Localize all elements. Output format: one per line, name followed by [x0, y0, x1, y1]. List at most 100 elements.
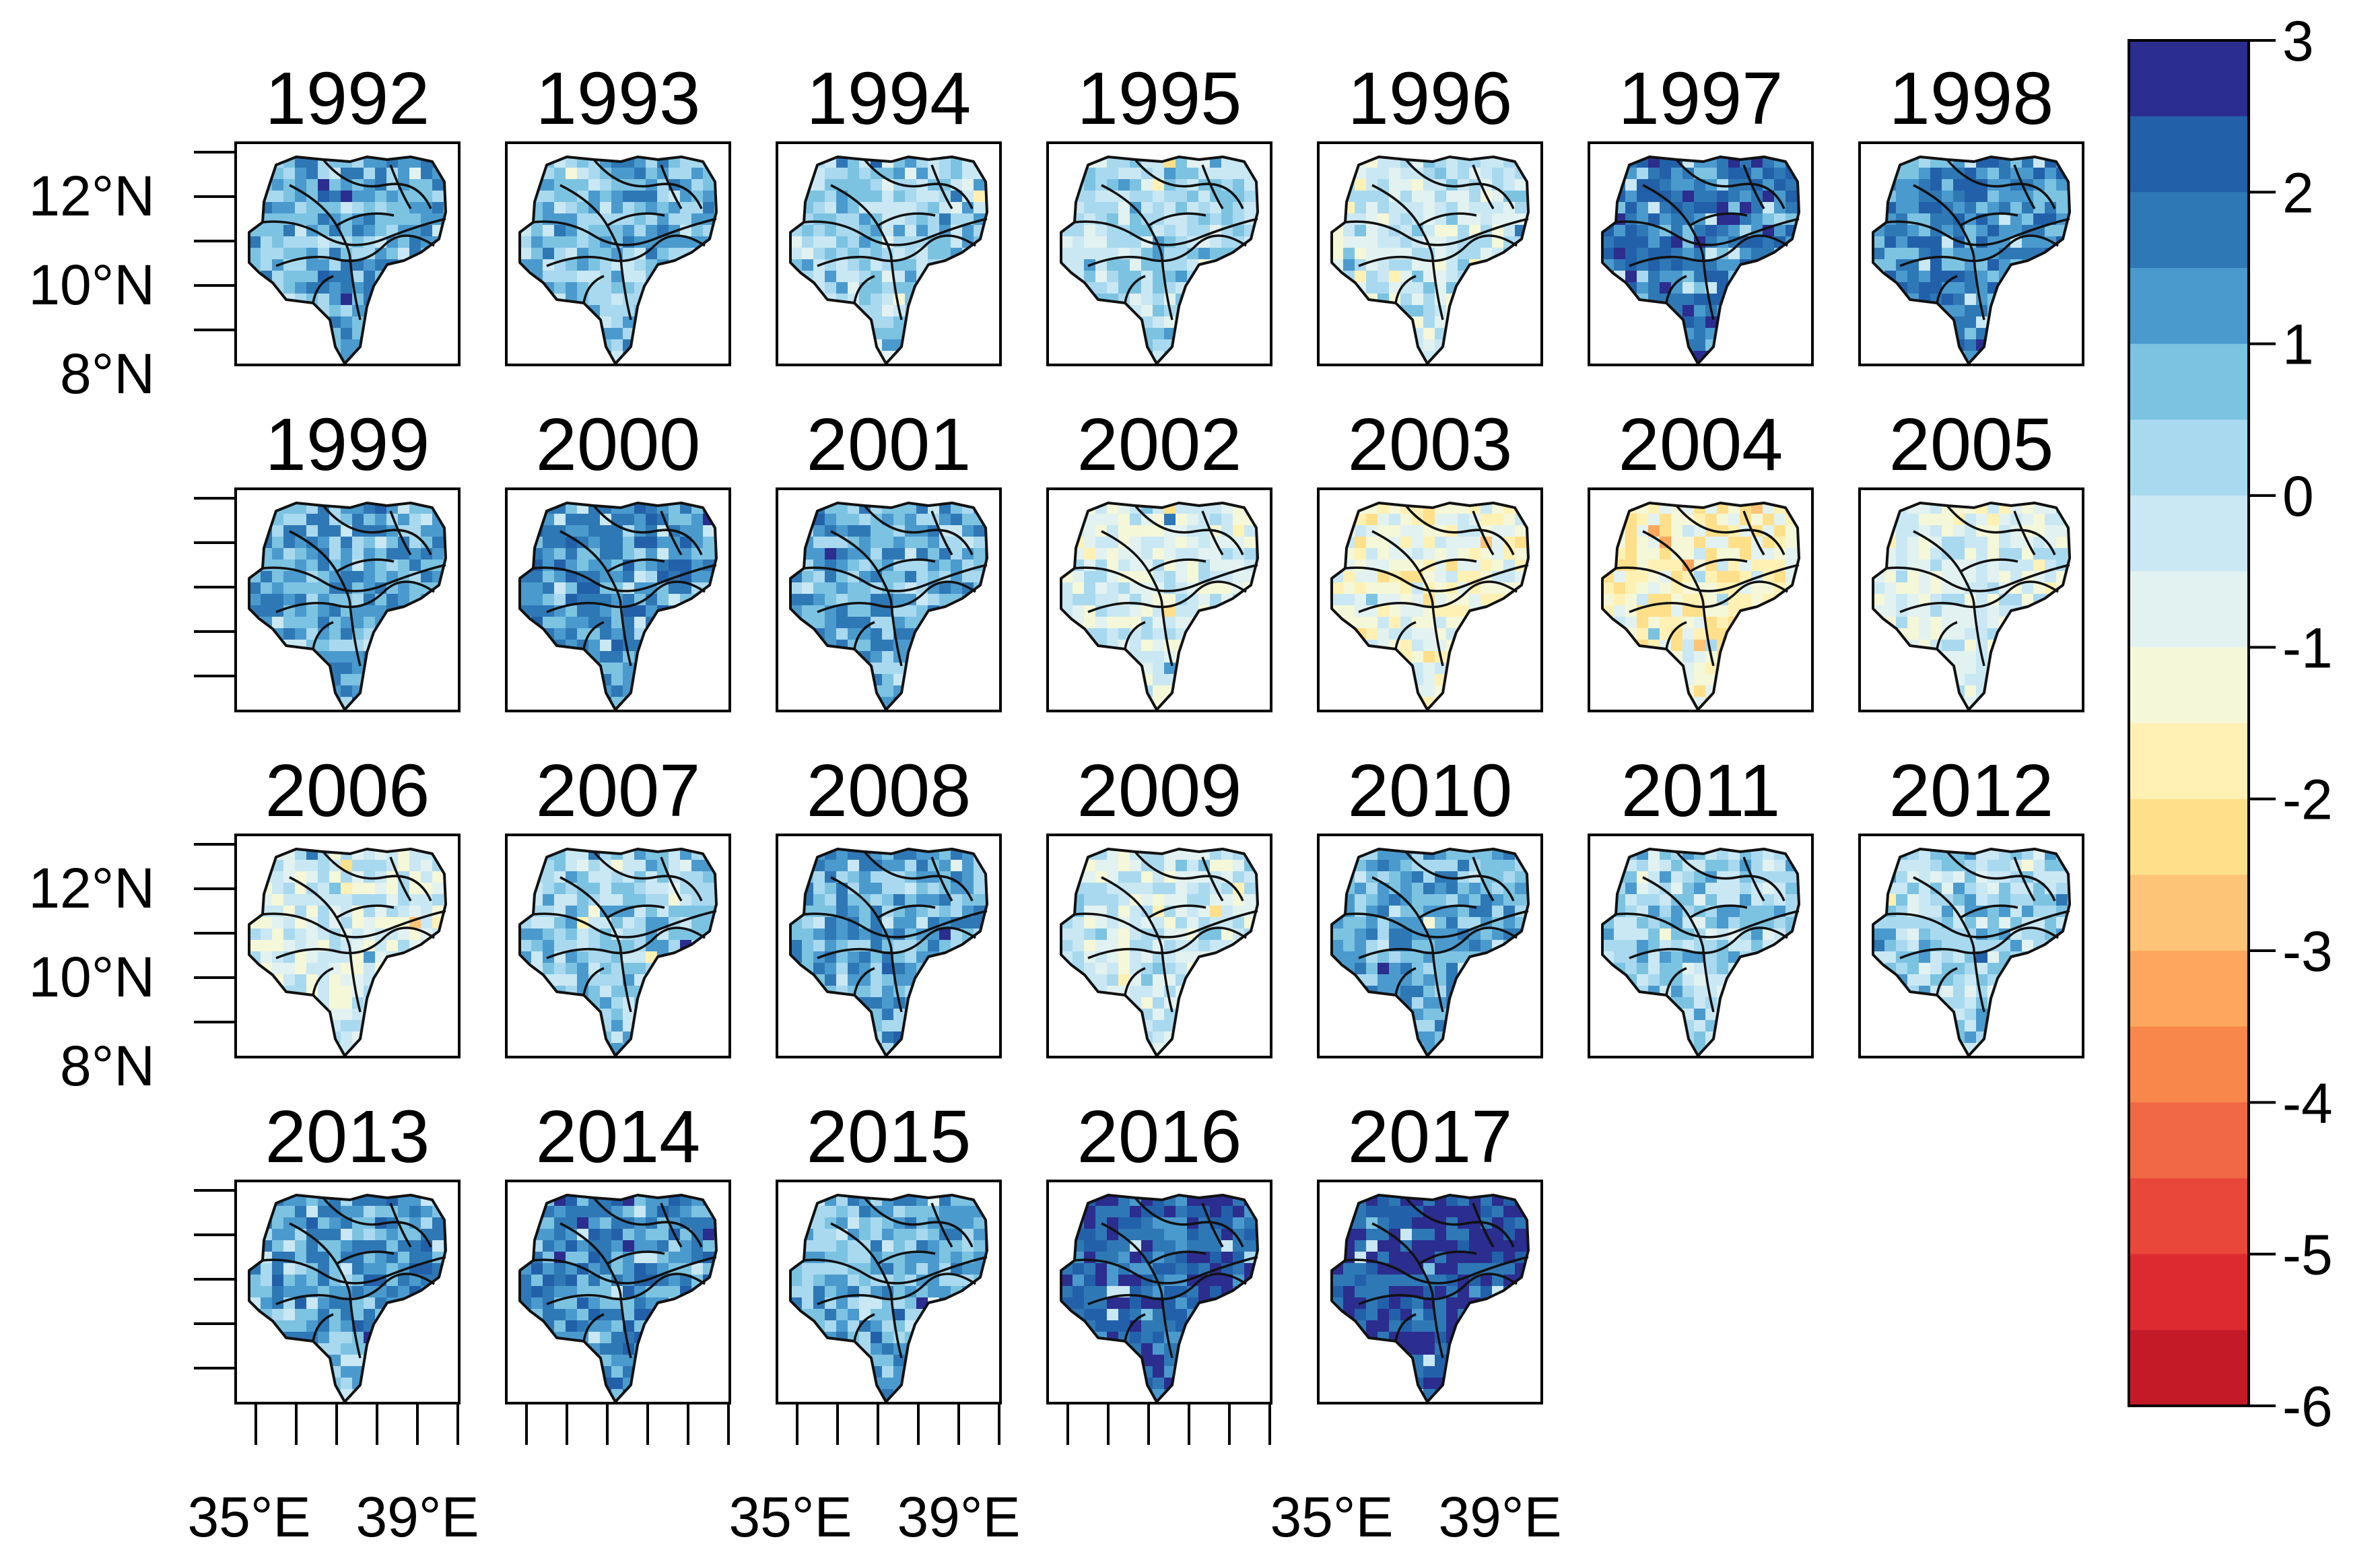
grid-cell: [680, 514, 692, 526]
grid-cell: [432, 525, 444, 537]
grid-cell: [1355, 617, 1367, 629]
grid-cell: [1717, 259, 1729, 271]
grid-cell: [813, 582, 825, 595]
grid-cell: [1355, 248, 1367, 260]
grid-cell: [295, 594, 307, 606]
grid-cell: [1389, 548, 1401, 560]
grid-cell: [1210, 503, 1222, 514]
grid-cell: [1763, 582, 1775, 595]
grid-cell: [398, 582, 410, 595]
grid-cell: [848, 259, 860, 271]
basin-boundary: [877, 558, 936, 573]
grid-cell: [2033, 537, 2045, 549]
grid-cell: [1987, 168, 2000, 180]
grid-cell: [1378, 259, 1390, 271]
grid-cell: [1400, 514, 1413, 526]
grid-cell: [905, 514, 917, 526]
grid-cell: [566, 168, 578, 180]
grid-cell: [577, 282, 589, 294]
grid-cell: [1625, 191, 1637, 203]
basin-boundary: [546, 580, 706, 613]
grid-cell: [1469, 191, 1481, 203]
grid-cell: [1423, 282, 1435, 294]
grid-cell: [1896, 525, 1908, 537]
grid-cell: [1107, 571, 1119, 583]
grid-cell: [1873, 248, 1885, 260]
grid-cell: [1095, 191, 1108, 203]
grid-cell: [283, 537, 296, 549]
grid-cell: [1942, 179, 1954, 191]
grid-cell: [421, 514, 433, 526]
grid-cell: [1976, 225, 1988, 237]
grid-cell: [386, 582, 399, 595]
basin-boundary: [2013, 164, 2036, 209]
basin-boundary: [1330, 502, 1530, 711]
grid-cell: [1176, 168, 1188, 180]
grid-cell: [646, 537, 658, 549]
basin-boundary: [789, 502, 988, 711]
grid-cell: [939, 202, 951, 214]
grid-cell: [1118, 213, 1130, 226]
grid-cell: [364, 525, 376, 537]
grid-cell: [1400, 525, 1413, 537]
grid-cell: [893, 316, 906, 329]
grid-cell: [1141, 617, 1153, 629]
grid-cell: [848, 617, 860, 629]
grid-cell: [1682, 651, 1695, 663]
grid-cell: [623, 248, 635, 260]
basin-boundary: [1201, 164, 1224, 209]
grid-cell: [1705, 236, 1718, 248]
grid-cell: [825, 179, 837, 191]
grid-cell: [1625, 202, 1637, 214]
grid-cell: [543, 225, 555, 237]
grid-cell: [283, 179, 296, 191]
grid-cell: [623, 259, 635, 271]
grid-cell: [1141, 651, 1153, 663]
grid-cell: [1118, 617, 1130, 629]
grid-cell: [306, 259, 318, 271]
grid-cell: [916, 213, 928, 226]
grid-cell: [1999, 225, 2011, 237]
grid-cell: [1694, 271, 1706, 283]
grid-cell: [543, 525, 555, 537]
basin-boundary: [592, 504, 703, 555]
panel-title: 2001: [807, 403, 972, 486]
grid-cell: [272, 594, 284, 606]
grid-cell: [669, 514, 681, 526]
grid-cell: [623, 548, 635, 560]
grid-cell: [1786, 548, 1798, 560]
grid-cell: [1786, 191, 1798, 203]
grid-cell: [1423, 548, 1435, 560]
grid-cell: [974, 202, 986, 214]
grid-cell: [893, 617, 906, 629]
grid-cell: [1389, 525, 1401, 537]
panel-frame: [776, 487, 1002, 712]
grid-cell: [1987, 191, 2000, 203]
grid-cell: [871, 594, 883, 606]
grid-cell: [421, 571, 433, 583]
grid-cell: [1435, 582, 1447, 595]
grid-cell: [1705, 168, 1718, 180]
grid-cell: [1084, 213, 1096, 226]
grid-cell: [318, 537, 330, 549]
basin-boundary: [1087, 234, 1247, 267]
basin-boundary: [1742, 164, 1765, 209]
grid-cell: [1660, 168, 1672, 180]
grid-cell: [1118, 236, 1130, 248]
grid-cell: [1660, 537, 1672, 549]
grid-cell: [329, 259, 341, 271]
grid-cell: [905, 617, 917, 629]
grid-cell: [939, 213, 951, 226]
panel-frame: [1588, 487, 1814, 712]
grid-cell: [2010, 236, 2022, 248]
grid-cell: [600, 525, 612, 537]
grid-cell: [1751, 582, 1763, 595]
panel-title: 1995: [1077, 57, 1242, 140]
grid-cell: [2056, 191, 2068, 203]
grid-cell: [1660, 179, 1672, 191]
grid-cell: [1930, 525, 1942, 537]
basin-boundary: [817, 580, 976, 613]
grid-cell: [1728, 202, 1740, 214]
panel-frame: [1858, 141, 2084, 366]
grid-cell: [1423, 674, 1435, 686]
